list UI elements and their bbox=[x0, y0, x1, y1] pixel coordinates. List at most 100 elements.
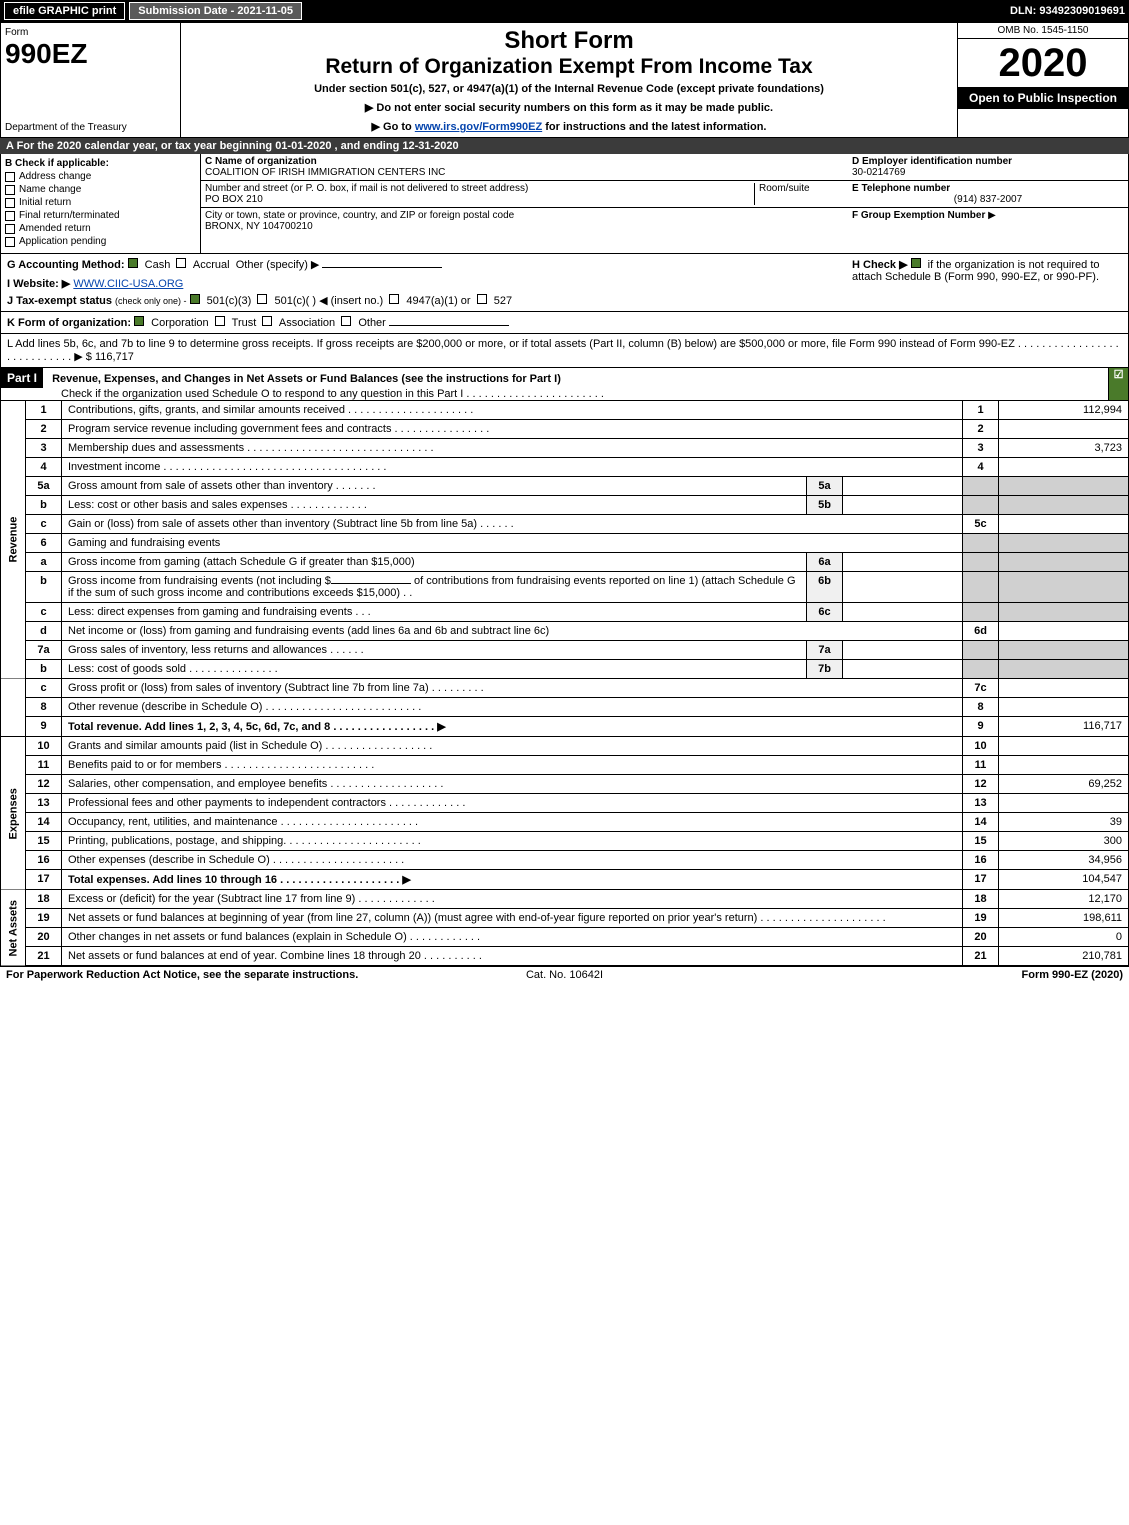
table-row: cLess: direct expenses from gaming and f… bbox=[1, 603, 1129, 622]
table-row: 4Investment income . . . . . . . . . . .… bbox=[1, 458, 1129, 477]
org-name-value: COALITION OF IRISH IMMIGRATION CENTERS I… bbox=[205, 167, 844, 178]
addr-row: Number and street (or P. O. box, if mail… bbox=[201, 181, 848, 208]
ein-row: D Employer identification number 30-0214… bbox=[848, 154, 1128, 181]
j-label: J Tax-exempt status bbox=[7, 295, 112, 307]
checkbox-icon[interactable] bbox=[257, 294, 267, 304]
checkbox-icon[interactable] bbox=[389, 294, 399, 304]
netassets-side-label: Net Assets bbox=[1, 890, 26, 966]
table-row: 5aGross amount from sale of assets other… bbox=[1, 477, 1129, 496]
irs-link[interactable]: www.irs.gov/Form990EZ bbox=[415, 121, 542, 133]
checkbox-icon bbox=[5, 211, 15, 221]
section-b-title: B Check if applicable: bbox=[5, 158, 196, 169]
chk-amended-return[interactable]: Amended return bbox=[5, 223, 196, 234]
form-number: 990EZ bbox=[5, 38, 176, 70]
checkbox-icon[interactable] bbox=[911, 258, 921, 268]
footer-left: For Paperwork Reduction Act Notice, see … bbox=[6, 969, 378, 981]
checkbox-icon bbox=[5, 198, 15, 208]
section-h: H Check ▶ if the organization is not req… bbox=[842, 258, 1122, 290]
l-amount: 116,717 bbox=[95, 351, 134, 363]
l-text: L Add lines 5b, 6c, and 7b to line 9 to … bbox=[7, 338, 1119, 363]
tax-year: 2020 bbox=[958, 39, 1128, 87]
part1-label: Part I bbox=[1, 368, 43, 388]
form-label: Form bbox=[5, 27, 176, 38]
checkbox-icon bbox=[5, 185, 15, 195]
dln-label: DLN: 93492309019691 bbox=[1010, 5, 1125, 17]
line-a: A For the 2020 calendar year, or tax yea… bbox=[0, 138, 1129, 154]
table-row: 8Other revenue (describe in Schedule O) … bbox=[1, 698, 1129, 717]
table-row: dNet income or (loss) from gaming and fu… bbox=[1, 622, 1129, 641]
section-g: G Accounting Method: Cash Accrual Other … bbox=[7, 258, 842, 271]
chk-final-return[interactable]: Final return/terminated bbox=[5, 210, 196, 221]
table-row: Revenue 1 Contributions, gifts, grants, … bbox=[1, 401, 1129, 420]
g-label: G Accounting Method: bbox=[7, 259, 125, 271]
footer-formno: Form 990-EZ (2020) bbox=[751, 969, 1123, 981]
chk-address-change[interactable]: Address change bbox=[5, 171, 196, 182]
page-footer: For Paperwork Reduction Act Notice, see … bbox=[0, 966, 1129, 983]
other-org-input[interactable] bbox=[389, 325, 509, 326]
top-bar: efile GRAPHIC print Submission Date - 20… bbox=[0, 0, 1129, 22]
revenue-side-label: Revenue bbox=[1, 401, 26, 679]
submission-date-button[interactable]: Submission Date - 2021-11-05 bbox=[129, 2, 302, 20]
note-goto-prefix: ▶ Go to bbox=[372, 121, 415, 133]
i-label: I Website: ▶ bbox=[7, 278, 70, 290]
checkbox-icon[interactable] bbox=[134, 316, 144, 326]
part1-header-row: Part I Revenue, Expenses, and Changes in… bbox=[0, 368, 1129, 401]
table-row: 12Salaries, other compensation, and empl… bbox=[1, 775, 1129, 794]
table-row: aGross income from gaming (attach Schedu… bbox=[1, 553, 1129, 572]
section-i: I Website: ▶ WWW.CIIC-USA.ORG bbox=[7, 277, 842, 290]
tel-row: E Telephone number (914) 837-2007 bbox=[848, 181, 1128, 208]
header-left: Form 990EZ Department of the Treasury bbox=[1, 23, 181, 137]
k-label: K Form of organization: bbox=[7, 317, 131, 329]
checkbox-icon[interactable] bbox=[341, 316, 351, 326]
group-arrow: ▶ bbox=[988, 210, 996, 221]
checkbox-icon[interactable] bbox=[215, 316, 225, 326]
fundraising-amount-input[interactable] bbox=[331, 583, 411, 584]
form-header: Form 990EZ Department of the Treasury Sh… bbox=[0, 22, 1129, 138]
section-c: C Name of organization COALITION OF IRIS… bbox=[201, 154, 848, 253]
table-row: bGross income from fundraising events (n… bbox=[1, 572, 1129, 603]
checkbox-icon[interactable] bbox=[176, 258, 186, 268]
efile-print-button[interactable]: efile GRAPHIC print bbox=[4, 2, 125, 20]
part1-schedule-o-check[interactable]: ☑ bbox=[1108, 368, 1128, 400]
room-label: Room/suite bbox=[754, 183, 844, 205]
tel-label: E Telephone number bbox=[852, 183, 1124, 194]
other-specify-input[interactable] bbox=[322, 267, 442, 268]
h-label: H Check ▶ bbox=[852, 259, 908, 271]
section-l: L Add lines 5b, 6c, and 7b to line 9 to … bbox=[0, 334, 1129, 368]
checkbox-icon[interactable] bbox=[128, 258, 138, 268]
table-row: 17Total expenses. Add lines 10 through 1… bbox=[1, 870, 1129, 890]
group-row: F Group Exemption Number ▶ bbox=[848, 208, 1128, 223]
city-row: City or town, state or province, country… bbox=[201, 208, 848, 234]
table-row: 3Membership dues and assessments . . . .… bbox=[1, 439, 1129, 458]
table-row: Expenses 10Grants and similar amounts pa… bbox=[1, 737, 1129, 756]
section-ghij: G Accounting Method: Cash Accrual Other … bbox=[0, 254, 1129, 312]
checkbox-icon[interactable] bbox=[262, 316, 272, 326]
org-name-label: C Name of organization bbox=[205, 156, 844, 167]
chk-name-change[interactable]: Name change bbox=[5, 184, 196, 195]
note-ssn: ▶ Do not enter social security numbers o… bbox=[185, 101, 953, 114]
table-row: bLess: cost of goods sold . . . . . . . … bbox=[1, 660, 1129, 679]
ein-label: D Employer identification number bbox=[852, 156, 1124, 167]
table-row: Net Assets 18Excess or (deficit) for the… bbox=[1, 890, 1129, 909]
omb-number: OMB No. 1545-1150 bbox=[958, 23, 1128, 39]
addr-label: Number and street (or P. O. box, if mail… bbox=[205, 183, 754, 194]
table-row: 16Other expenses (describe in Schedule O… bbox=[1, 851, 1129, 870]
main-title: Return of Organization Exempt From Incom… bbox=[185, 55, 953, 79]
section-k: K Form of organization: Corporation Trus… bbox=[0, 312, 1129, 334]
chk-initial-return[interactable]: Initial return bbox=[5, 197, 196, 208]
checkbox-icon[interactable] bbox=[477, 294, 487, 304]
chk-application-pending[interactable]: Application pending bbox=[5, 236, 196, 247]
short-form-title: Short Form bbox=[185, 27, 953, 55]
table-row: 14Occupancy, rent, utilities, and mainte… bbox=[1, 813, 1129, 832]
table-row: 6Gaming and fundraising events bbox=[1, 534, 1129, 553]
table-row: 13Professional fees and other payments t… bbox=[1, 794, 1129, 813]
table-row: 21Net assets or fund balances at end of … bbox=[1, 947, 1129, 966]
note-goto: ▶ Go to www.irs.gov/Form990EZ for instru… bbox=[185, 120, 953, 133]
table-row: cGain or (loss) from sale of assets othe… bbox=[1, 515, 1129, 534]
table-row: 2Program service revenue including gover… bbox=[1, 420, 1129, 439]
checkbox-icon[interactable] bbox=[190, 294, 200, 304]
expenses-table: Expenses 10Grants and similar amounts pa… bbox=[0, 737, 1129, 890]
table-row: 20Other changes in net assets or fund ba… bbox=[1, 928, 1129, 947]
table-row: cGross profit or (loss) from sales of in… bbox=[1, 679, 1129, 698]
website-link[interactable]: WWW.CIIC-USA.ORG bbox=[73, 278, 183, 290]
